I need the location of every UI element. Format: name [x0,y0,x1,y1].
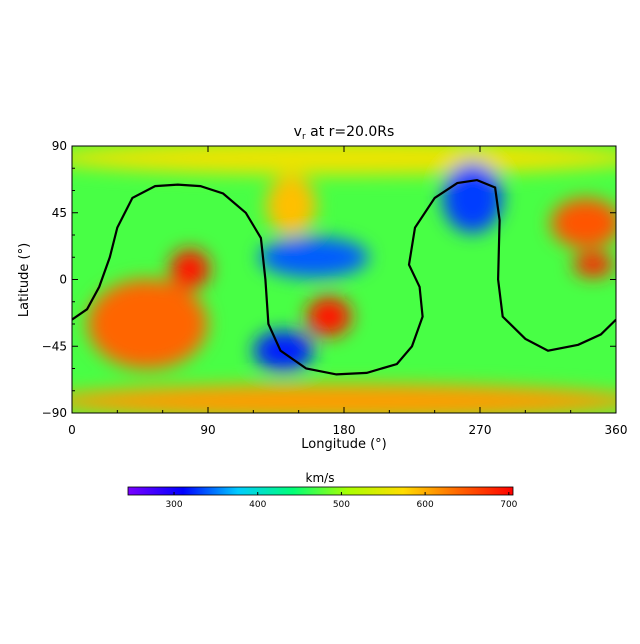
field-feature [442,162,503,233]
x-axis: 0 90 180 270 360 [68,146,627,437]
field-blobs [72,146,616,413]
field-feature [306,296,352,337]
chart-title-suffix: at r=20.0Rs [306,124,395,140]
y-tick-label: 90 [52,139,67,153]
field-feature [87,279,208,369]
colorbar [127,486,514,496]
chart-title: vr at r=20.0Rs [294,124,395,142]
colorbar-tick-label: 700 [500,500,517,510]
colorbar-tick-label: 400 [249,500,266,510]
field-feature [573,252,614,278]
colorbar-tick-label: 500 [333,500,350,510]
neutral-line [72,178,616,376]
chart-title-subscript: r [302,132,306,142]
y-tick-label: −90 [42,406,67,420]
field-feature [258,237,369,278]
x-tick-label: 180 [333,423,356,437]
field-feature [253,330,314,371]
field-feature [266,175,317,236]
colorbar-tick-label: 300 [165,500,182,510]
x-axis-label: Longitude (°) [301,437,386,452]
colorbar-label: km/s [306,471,335,485]
y-tick-label: 45 [52,206,67,220]
x-tick-label: 90 [200,423,215,437]
x-tick-label: 0 [68,423,76,437]
colorbar-tick-label: 600 [417,500,434,510]
field-feature [72,384,616,413]
x-tick-label: 270 [469,423,492,437]
field-feature [550,198,616,249]
x-tick-label: 360 [605,423,628,437]
y-tick-label: 0 [59,273,67,287]
y-tick-label: −45 [42,339,67,353]
colorbar-ticks: 300 400 500 600 700 [165,492,518,510]
chart-title-main: v [294,124,302,140]
y-axis-label: Latitude (°) [17,243,32,317]
field-feature [169,249,210,290]
velocity-field [72,146,616,413]
y-axis: 90 45 0 −45 −90 [42,139,616,420]
field-background [72,146,616,413]
